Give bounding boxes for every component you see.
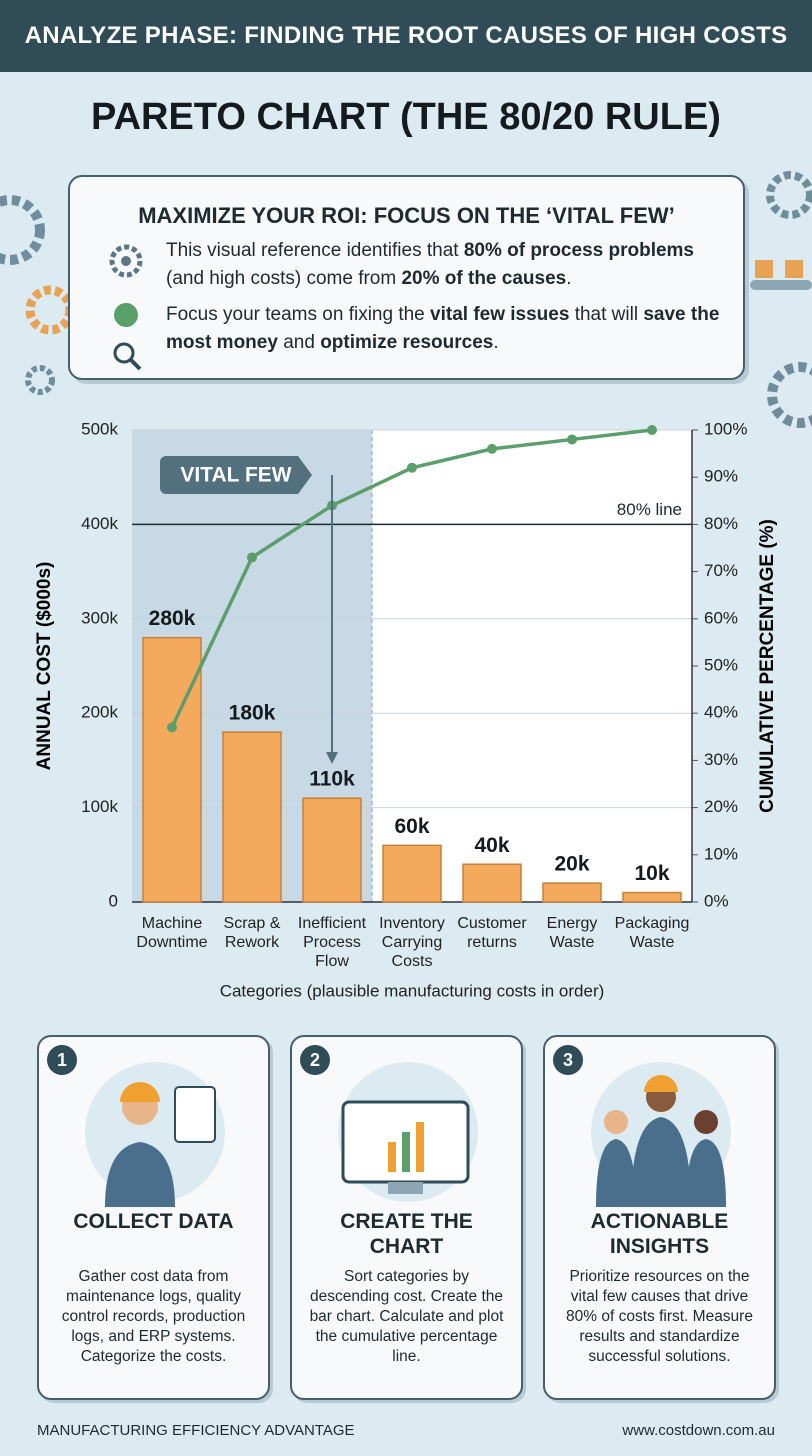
step-number: 3 — [553, 1045, 583, 1075]
intro-text: Focus your teams on fixing the — [166, 304, 431, 325]
step-title: CREATE THE CHART — [340, 1210, 473, 1258]
intro-point: This visual reference identifies that 80… — [166, 237, 726, 293]
value-label: 180k — [229, 702, 276, 725]
cumulative-point — [167, 722, 177, 733]
bar — [222, 731, 282, 903]
intro-point: Focus your teams on fixing the vital few… — [166, 301, 726, 357]
step-title: COLLECT DATA — [73, 1210, 234, 1233]
y2-axis-title: CUMULATIVE PERCENTAGE (%) — [757, 519, 778, 813]
cumulative-point — [487, 443, 497, 454]
threshold-label: 80% line — [617, 500, 682, 519]
bar — [302, 797, 362, 903]
y2-tick-label: 60% — [704, 608, 738, 627]
bar — [382, 844, 442, 903]
step-illustration — [591, 1062, 731, 1207]
x-tick-label: Machine Downtime — [136, 915, 208, 951]
intro-text: . — [493, 332, 499, 353]
header-title: ANALYZE PHASE: FINDING THE ROOT CAUSES O… — [0, 0, 812, 72]
intro-emphasis: optimize resources — [320, 332, 494, 353]
y2-tick-label: 20% — [704, 797, 738, 816]
x-tick-label: Scrap & Rework — [223, 915, 281, 951]
y-tick-label: 200k — [81, 703, 118, 722]
intro-box: MAXIMIZE YOUR ROI: FOCUS ON THE ‘VITAL F… — [68, 175, 745, 380]
intro-text: and — [277, 332, 321, 353]
x-tick-label: Customer returns — [457, 915, 527, 951]
x-tick-label: Packaging Waste — [614, 915, 690, 951]
step-illustration — [85, 1062, 225, 1207]
y2-tick-label: 0% — [704, 891, 729, 910]
y2-tick-label: 70% — [704, 561, 738, 580]
callout-arrowhead — [326, 752, 338, 764]
cumulative-point — [647, 425, 657, 435]
y2-tick-label: 30% — [704, 750, 738, 769]
step-text: Gather cost data from maintenance logs, … — [61, 1268, 246, 1365]
step-number: 2 — [300, 1045, 330, 1075]
y2-tick-label: 10% — [704, 844, 738, 863]
chart: 0 100k 200k 300k 400k 500k 0% 10% 20% 30% 40% 50% 60… — [34, 419, 778, 1000]
x-tick-label: Energy Waste — [546, 915, 598, 951]
intro-text: . — [566, 268, 572, 289]
value-label: 10k — [634, 862, 669, 885]
step-card: 3 ACTIONABLE INSIGHTS Prioritize resourc… — [543, 1035, 776, 1400]
gear-decor — [0, 195, 70, 395]
y2-tick-label: 80% — [704, 514, 738, 533]
bar — [622, 891, 682, 903]
step-text: Prioritize resources on the vital few ca… — [566, 1268, 753, 1365]
x-axis-title: Categories (plausible manufacturing cost… — [220, 981, 605, 1000]
bar — [142, 636, 202, 903]
footer-right: www.costdown.com.au — [622, 1422, 775, 1439]
y2-tick-label: 40% — [704, 703, 738, 722]
callout-label: VITAL FEW — [180, 464, 291, 487]
intro-emphasis: vital few issues — [430, 304, 570, 325]
intro-emphasis: save the most money — [166, 304, 720, 353]
y2-tick-label: 100% — [704, 419, 747, 438]
y-tick-label: 100k — [81, 797, 118, 816]
footer-left: MANUFACTURING EFFICIENCY ADVANTAGE — [37, 1422, 355, 1439]
step-card: 2 CREATE THE CHART Sort categories by de… — [290, 1035, 523, 1400]
step-illustration — [338, 1062, 478, 1202]
value-label: 60k — [394, 815, 429, 838]
cumulative-point — [567, 434, 577, 445]
value-label: 40k — [474, 834, 509, 857]
vital-few-callout: VITAL FEW — [160, 456, 338, 764]
intro-icons — [109, 244, 143, 371]
y-axis-title: ANNUAL COST ($000s) — [34, 562, 55, 771]
x-tick-label: Inventory Carrying Costs — [379, 915, 445, 970]
y-tick-label: 0 — [109, 891, 118, 910]
y-tick-label: 300k — [81, 608, 118, 627]
bar — [542, 882, 602, 903]
y-tick-label: 500k — [81, 419, 118, 438]
y2-tick-label: 50% — [704, 655, 738, 674]
intro-emphasis: 80% of process problems — [463, 240, 695, 261]
value-label: 110k — [309, 768, 355, 791]
intro-heading: MAXIMIZE YOUR ROI: FOCUS ON THE ‘VITAL F… — [138, 203, 675, 228]
intro-text: that will — [569, 304, 644, 325]
step-title: ACTIONABLE INSIGHTS — [590, 1210, 729, 1258]
step-number: 1 — [47, 1045, 77, 1075]
y2-tick-label: 90% — [704, 467, 738, 486]
step-text: Sort categories by descending cost. Crea… — [309, 1268, 504, 1365]
intro-text: (and high costs) come from — [166, 268, 402, 289]
value-label: 280k — [149, 607, 196, 630]
y-tick-label: 400k — [81, 514, 118, 533]
step-card: 1 COLLECT DATA Gather cost data from mai… — [37, 1035, 270, 1400]
x-tick-label: Inefficient Process Flow — [297, 915, 367, 970]
page-title: PARETO CHART (THE 80/20 RULE) — [91, 96, 721, 138]
cumulative-point — [247, 552, 257, 563]
machine-decor — [750, 171, 812, 428]
intro-text: This visual reference identifies that — [166, 240, 464, 261]
value-label: 20k — [554, 853, 589, 876]
callout-box — [160, 456, 312, 494]
intro-emphasis: 20% of the causes — [401, 268, 567, 289]
cumulative-point — [407, 462, 417, 473]
chart-area: 0 100k 200k 300k 400k 500k 0% 10% 20% 30% 40% 50% 60… — [0, 400, 812, 1020]
bar — [462, 863, 522, 903]
